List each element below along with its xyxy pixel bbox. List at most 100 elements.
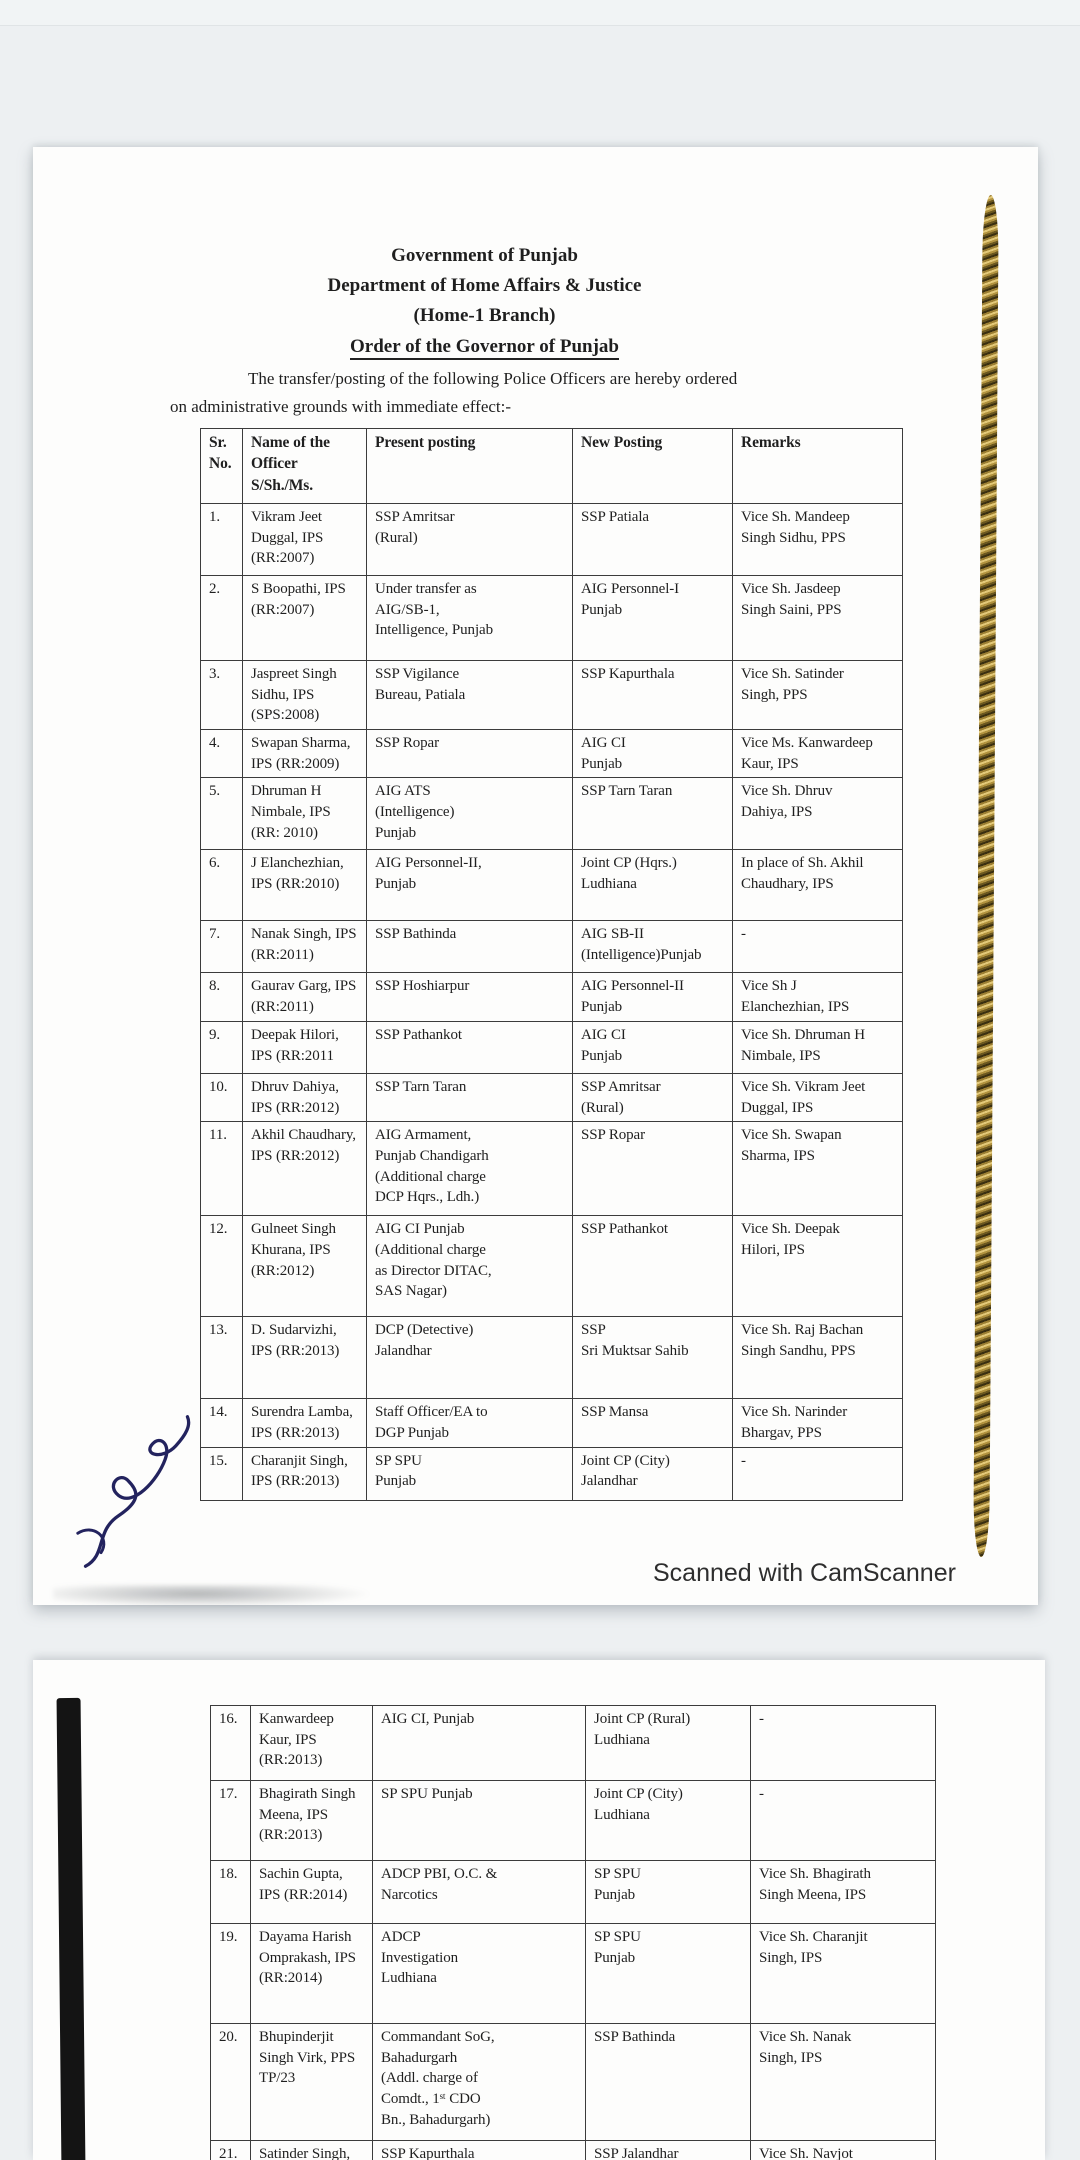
- page-curl-shadow: [53, 1585, 373, 1607]
- table-cell: Surendra Lamba, IPS (RR:2013): [242, 1398, 367, 1448]
- table-cell: Vice Sh. Narinder Bhargav, PPS: [732, 1398, 903, 1448]
- table-cell: Commandant SoG, Bahadurgarh (Addl. charg…: [372, 2023, 586, 2141]
- table-cell: 5.: [200, 777, 243, 851]
- table-cell: 17.: [210, 1780, 251, 1861]
- table-cell: SSP Pathankot: [366, 1020, 573, 1074]
- table-row: 5. Dhruman H Nimbale, IPS (RR: 2010) AIG A…: [200, 777, 903, 851]
- table-cell: SP SPU Punjab: [366, 1446, 573, 1501]
- table-cell: 18.: [210, 1860, 251, 1924]
- table-cell: Vice Sh. Bhagirath Singh Meena, IPS: [750, 1860, 936, 1924]
- table-cell: Staff Officer/EA to DGP Punjab: [366, 1398, 573, 1448]
- table-cell: Joint CP (Rural) Ludhiana: [585, 1705, 751, 1781]
- table-cell: DCP (Detective) Jalandhar: [366, 1316, 573, 1400]
- scanned-page-1: Government of Punjab Department of Home …: [33, 147, 1038, 1607]
- table-cell: Joint CP (City) Ludhiana: [585, 1780, 751, 1861]
- table-cell: -: [750, 1705, 936, 1781]
- table-row: 6. J Elanchezhian, IPS (RR:2010) AIG Perso…: [200, 849, 903, 922]
- table-cell: SSP Amritsar (Rural): [366, 503, 573, 576]
- table-row: 1. Vikram Jeet Duggal, IPS (RR:2007) SSP A…: [200, 503, 903, 576]
- table-cell: AIG Personnel-I Punjab: [572, 575, 733, 661]
- table-cell: Satinder Singh,: [250, 2140, 373, 2160]
- table-cell: 21.: [210, 2140, 251, 2160]
- table-row: 17. Bhagirath Singh Meena, IPS (RR:2013) S…: [210, 1780, 936, 1861]
- table-row: 14. Surendra Lamba, IPS (RR:2013) Staff Of…: [200, 1398, 903, 1448]
- table-cell: Deepak Hilori, IPS (RR:2011: [242, 1020, 367, 1074]
- camscanner-watermark: Scanned with CamScanner: [653, 1559, 956, 1587]
- table-cell: Nanak Singh, IPS (RR:2011): [242, 920, 367, 974]
- table-cell: D. Sudarvizhi, IPS (RR:2013): [242, 1316, 367, 1400]
- signature-scribble: [76, 1415, 191, 1568]
- table-row: 16. Kanwardeep Kaur, IPS (RR:2013) AIG CI,…: [210, 1705, 936, 1781]
- table-row: 8. Gaurav Garg, IPS (RR:2011) SSP Hoshiarp…: [200, 972, 903, 1022]
- gold-page-edge-decoration: [973, 194, 999, 1558]
- table-cell: Vice Sh. Mandeep Singh Sidhu, PPS: [732, 503, 903, 576]
- table-cell: AIG Armament, Punjab Chandigarh (Additio…: [366, 1121, 573, 1217]
- table-cell: 2.: [200, 575, 243, 661]
- table-row: 3. Jaspreet Singh Sidhu, IPS (SPS:2008) SS…: [200, 659, 903, 731]
- table-cell: Vice Sh. Jasdeep Singh Saini, PPS: [732, 575, 903, 661]
- table-cell: Vice Sh. Nanak Singh, IPS: [750, 2023, 936, 2141]
- table-header: Sr. No. Name of the Officer S/Sh./Ms. Pres…: [200, 428, 903, 504]
- table-cell: Vice Sh. Raj Bachan Singh Sandhu, PPS: [732, 1316, 903, 1400]
- table-cell: 10.: [200, 1072, 243, 1123]
- table-cell: ADCP PBI, O.C. & Narcotics: [372, 1860, 586, 1924]
- table-cell: SP SPU Punjab: [585, 1923, 751, 2024]
- table-cell: SSP Bathinda: [585, 2023, 751, 2141]
- table-cell: Dhruman H Nimbale, IPS (RR: 2010): [242, 777, 367, 851]
- table-cell: SP SPU Punjab: [372, 1780, 586, 1861]
- table-cell: Gulneet Singh Khurana, IPS (RR:2012): [242, 1215, 367, 1318]
- table-cell: 4.: [200, 729, 243, 779]
- table-cell: Vice Sh J Elanchezhian, IPS: [732, 972, 903, 1022]
- table-row: 7. Nanak Singh, IPS (RR:2011) SSP Bathinda…: [200, 920, 903, 974]
- table-cell: 8.: [200, 972, 243, 1022]
- scanned-page-2: 16. Kanwardeep Kaur, IPS (RR:2013) AIG CI,…: [33, 1660, 1045, 2160]
- table-cell: SSP Jalandhar: [585, 2140, 751, 2160]
- table-cell: Joint CP (City) Jalandhar: [572, 1446, 733, 1501]
- table-cell: 19.: [210, 1923, 251, 2024]
- table-cell: S Boopathi, IPS (RR:2007): [242, 575, 367, 661]
- table-cell: In place of Sh. Akhil Chaudhary, IPS: [732, 849, 903, 922]
- table-cell: Vice Sh. Deepak Hilori, IPS: [732, 1215, 903, 1318]
- table-cell: SSP Pathankot: [572, 1215, 733, 1318]
- table-row: 18. Sachin Gupta, IPS (RR:2014) ADCP PBI, …: [210, 1860, 936, 1924]
- table-row: 12. Gulneet Singh Khurana, IPS (RR:2012) A…: [200, 1215, 903, 1318]
- doc-header-line-3: (Home-1 Branch): [413, 305, 556, 326]
- table-cell: AIG CI Punjab: [572, 1020, 733, 1074]
- table-cell: Vice Sh. Charanjit Singh, IPS: [750, 1923, 936, 2024]
- table-cell: -: [732, 1446, 903, 1501]
- table-cell: 6.: [200, 849, 243, 922]
- table-cell: 1.: [200, 503, 243, 576]
- table-cell: AIG CI Punjab: [572, 729, 733, 779]
- table-header-row: Sr. No. Name of the Officer S/Sh./Ms. Pres…: [200, 428, 903, 504]
- table-row: 15. Charanjit Singh, IPS (RR:2013) SP SPU …: [200, 1446, 903, 1501]
- table-cell: 13.: [200, 1316, 243, 1400]
- table-cell: AIG Personnel-II Punjab: [572, 972, 733, 1022]
- table-cell: Joint CP (Hqrs.) Ludhiana: [572, 849, 733, 922]
- table-cell: Vice Ms. Kanwardeep Kaur, IPS: [732, 729, 903, 779]
- table-cell: Vice Sh. Navjot: [750, 2140, 936, 2160]
- table-cell: SSP Kapurthala: [572, 659, 733, 731]
- table-cell: AIG CI Punjab (Additional charge as Dire…: [366, 1215, 573, 1318]
- table-cell: SSP Ropar: [572, 1121, 733, 1217]
- table-row: 20. Bhupinderjit Singh Virk, PPS TP/23 Com…: [210, 2023, 936, 2141]
- table-cell: AIG CI, Punjab: [372, 1705, 586, 1781]
- table-cell: Dhruv Dahiya, IPS (RR:2012): [242, 1072, 367, 1123]
- table-cell: Akhil Chaudhary, IPS (RR:2012): [242, 1121, 367, 1217]
- table-cell: SSP Bathinda: [366, 920, 573, 974]
- table-cell: Jaspreet Singh Sidhu, IPS (SPS:2008): [242, 659, 367, 731]
- table-cell: Vice Sh. Satinder Singh, PPS: [732, 659, 903, 731]
- table-cell: SP SPU Punjab: [585, 1860, 751, 1924]
- table-cell: Vice Sh. Vikram Jeet Duggal, IPS: [732, 1072, 903, 1123]
- doc-header: Government of Punjab Department of Home …: [33, 241, 936, 331]
- table-cell: Kanwardeep Kaur, IPS (RR:2013): [250, 1705, 373, 1781]
- doc-header-line-2: Department of Home Affairs & Justice: [327, 275, 642, 296]
- table-cell: SSP Tarn Taran: [572, 777, 733, 851]
- table-cell: SSP Vigilance Bureau, Patiala: [366, 659, 573, 731]
- table-cell: Vice Sh. Dhruman H Nimbale, IPS: [732, 1020, 903, 1074]
- table-row: 13. D. Sudarvizhi, IPS (RR:2013) DCP (Dete…: [200, 1316, 903, 1400]
- table-row: 21. Satinder Singh, SSP Kapurthala SSP Jala…: [210, 2140, 936, 2160]
- table-row: 4. Swapan Sharma, IPS (RR:2009) SSP Ropar A…: [200, 729, 903, 779]
- table-cell: 14.: [200, 1398, 243, 1448]
- top-band: [0, 0, 1080, 26]
- dark-page-edge-decoration: [56, 1697, 86, 2160]
